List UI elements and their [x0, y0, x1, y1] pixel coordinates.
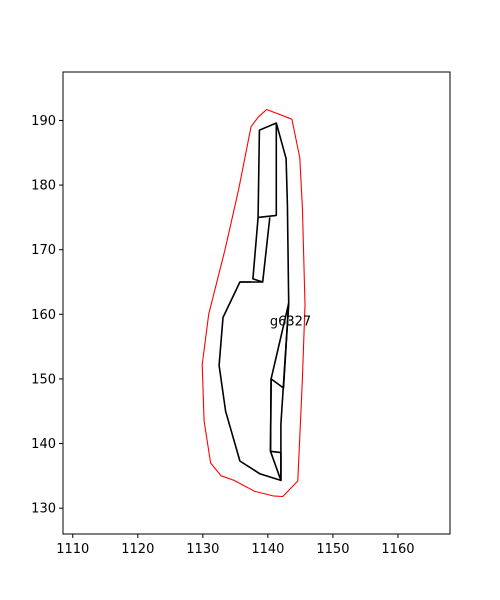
shape-id-label: g6327: [270, 314, 311, 329]
y-tick-label: 170: [31, 243, 56, 258]
y-tick-label: 180: [31, 179, 56, 194]
skeleton-line-4: [269, 303, 290, 482]
skeleton-line-2: [252, 217, 271, 283]
y-tick-label: 190: [31, 114, 56, 129]
skeleton-line-1: [218, 122, 290, 482]
x-tick-label: 1130: [186, 542, 219, 557]
x-tick-label: 1150: [316, 542, 349, 557]
y-tick-label: 130: [31, 502, 56, 517]
outline-line-0: [201, 108, 306, 498]
y-tick-label: 150: [31, 372, 56, 387]
x-tick-label: 1110: [56, 542, 89, 557]
x-tick-label: 1160: [381, 542, 414, 557]
y-tick-label: 140: [31, 437, 56, 452]
y-axis: 130 140 150 160 170 180 190: [31, 114, 63, 517]
x-tick-label: 1120: [121, 542, 154, 557]
plot-layer: [201, 108, 306, 498]
plot-frame: [62, 71, 451, 535]
x-tick-label: 1140: [251, 542, 284, 557]
y-tick-label: 160: [31, 308, 56, 323]
x-axis: 1110 1120 1130 1140 1150 1160: [56, 534, 415, 557]
